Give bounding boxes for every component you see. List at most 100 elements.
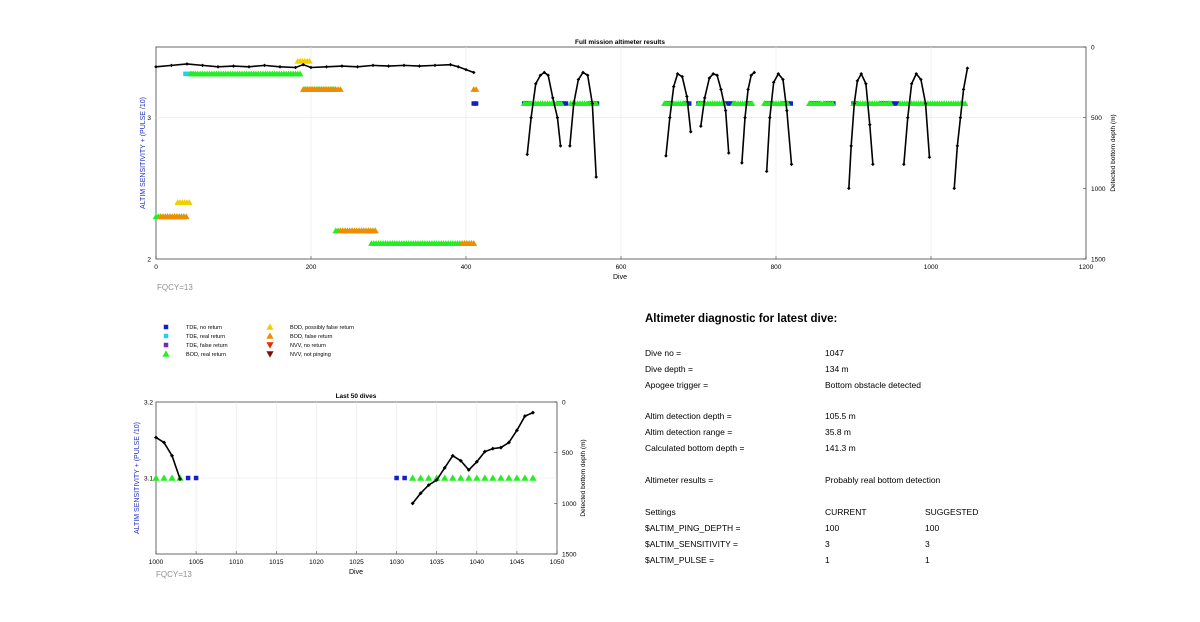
- legend-label: TDE, no return: [186, 325, 222, 331]
- diagnostic-row-apogee-trigger: Apogee trigger = Bottom obstacle detecte…: [645, 380, 1145, 392]
- bottom-chart-xtick-label: 1015: [269, 559, 284, 566]
- diagnostic-value: 141.3 m: [825, 443, 856, 453]
- top-chart-depth-point: [849, 144, 853, 148]
- top-chart-depth-point: [448, 62, 453, 67]
- top-chart-depth-point: [859, 72, 864, 76]
- top-chart-depth-point: [965, 66, 970, 70]
- legend-label: BOD, real return: [186, 352, 226, 358]
- bottom-chart-xtick-label: 1010: [229, 559, 244, 566]
- top-chart-depth-point: [355, 64, 360, 69]
- bottom-chart-xtick-label: 1045: [510, 559, 525, 566]
- top-chart-depth-point: [958, 115, 963, 120]
- legend-label: NVV, not pinging: [290, 352, 331, 358]
- top-chart-marker: [185, 71, 191, 77]
- top-chart-depth-point: [764, 169, 769, 174]
- bottom-chart-depth-line: [412, 411, 534, 504]
- top-chart-depth-point: [715, 73, 719, 78]
- top-chart-depth-point: [169, 63, 174, 68]
- legend-label: NVV, no return: [290, 343, 326, 349]
- top-chart-depth-point: [668, 115, 672, 120]
- diagnostic-value: 35.8 m: [825, 427, 851, 437]
- diagnostic-row-altim-detection-depth: Altim detection depth = 105.5 m: [645, 411, 1145, 423]
- top-chart-depth-point: [923, 101, 928, 106]
- top-chart-marker: [725, 101, 731, 106]
- top-chart-depth-point: [340, 64, 344, 68]
- top-chart-marker: [306, 57, 313, 64]
- bottom-chart-depth-point: [506, 440, 511, 445]
- legend-swatch: [266, 323, 274, 330]
- legend-swatch: [266, 351, 274, 358]
- diagnostic-value: 134 m: [825, 364, 849, 374]
- top-chart-ytick-right-label: 1000: [1091, 186, 1106, 193]
- settings-header: Settings: [645, 507, 676, 517]
- top-chart-marker: [471, 101, 476, 106]
- bottom-chart-bod-marker: [505, 474, 513, 481]
- top-chart-marker: [561, 101, 566, 106]
- top-chart-ytick-left-label: 3: [147, 115, 151, 122]
- bottom-chart-ytick-right-label: 1000: [562, 501, 577, 508]
- bottom-chart-ytick-left-label: 3.2: [144, 400, 153, 407]
- top-chart-depth-point: [785, 108, 789, 113]
- diagnostic-label: Calculated bottom depth =: [645, 443, 745, 453]
- top-chart-ytick-right-label: 0: [1091, 45, 1095, 52]
- bottom-chart-bod-marker: [449, 474, 457, 481]
- bottom-chart-depth-point: [162, 440, 167, 445]
- top-chart-depth-point: [581, 70, 585, 75]
- top-chart-depth-point: [309, 65, 313, 70]
- top-chart-depth-point: [664, 154, 668, 158]
- top-chart-xtick-label: 200: [306, 264, 317, 271]
- top-chart-marker: [748, 100, 756, 107]
- top-chart-marker: [728, 101, 733, 106]
- top-chart-depth-point: [789, 162, 794, 167]
- top-chart-marker: [788, 101, 793, 106]
- diagnostic-label: Dive no =: [645, 348, 682, 358]
- diagnostic-label: Apogee trigger =: [645, 380, 709, 390]
- bottom-chart-ylabel-right: Detected bottom depth (m): [580, 439, 587, 516]
- top-chart-depth-point: [542, 70, 547, 75]
- top-chart-depth-point: [456, 64, 461, 69]
- settings-row-pulse: $ALTIM_PULSE = 1 1: [645, 555, 1145, 567]
- diagnostic-title: Altimeter diagnostic for latest dive:: [645, 313, 838, 325]
- top-chart-depth-point: [231, 64, 236, 68]
- diagnostic-value: 1047: [825, 348, 844, 358]
- bottom-chart-depth-point: [410, 501, 415, 506]
- bottom-chart-xtick-label: 1000: [149, 559, 164, 566]
- bottom-chart-tde-marker: [185, 475, 191, 481]
- bottom-chart-xtick-label: 1025: [349, 559, 364, 566]
- bottom-chart-depth-point: [522, 414, 527, 419]
- top-chart-depth-point: [546, 73, 550, 78]
- bottom-chart-tde-marker: [193, 475, 199, 481]
- bottom-chart-tde-marker: [394, 475, 399, 481]
- bottom-chart-depth-point: [434, 478, 439, 483]
- legend-label: BOD, possibly false return: [290, 325, 354, 331]
- top-chart-marker: [961, 100, 969, 107]
- bottom-chart-xtick-label: 1040: [470, 559, 485, 566]
- top-chart-depth-point: [568, 144, 572, 148]
- bottom-chart-bod-marker: [457, 474, 465, 481]
- legend: TDE, no return TDE, real return TDE, false…: [162, 323, 354, 358]
- bottom-chart-bod-marker: [425, 474, 433, 481]
- settings-label: $ALTIM_PING_DEPTH =: [645, 523, 741, 533]
- top-chart-depth-line: [155, 63, 475, 74]
- bottom-chart-bod-marker: [521, 474, 529, 481]
- top-chart-depth-point: [909, 81, 914, 86]
- top-chart-depth-point: [707, 76, 712, 80]
- legend-swatch: [266, 342, 274, 349]
- bottom-chart-depth-point: [514, 428, 519, 433]
- top-chart-ytick-right-label: 500: [1091, 115, 1102, 122]
- top-chart-depth-point: [680, 74, 685, 79]
- diagnostic-value: Probably real bottom detection: [825, 475, 941, 485]
- settings-suggested-value: 100: [925, 523, 940, 533]
- settings-suggested-value: 3: [925, 539, 930, 549]
- bottom-chart-depth-point: [418, 491, 423, 496]
- diagnostic-row-dive-no: Dive no = 1047: [645, 348, 1145, 360]
- diagnostic-label: Altim detection depth =: [645, 411, 732, 421]
- top-chart-marker: [563, 101, 569, 106]
- diagnostic-value: Bottom obstacle detected: [825, 380, 921, 390]
- diagnostic-row-altim-detection-range: Altim detection range = 35.8 m: [645, 427, 1145, 439]
- top-chart-depth-point: [576, 77, 581, 82]
- altimeter-diagnostic-panel: Altimeter diagnostic for latest dive: Di…: [645, 313, 1145, 583]
- top-chart-depth-point: [324, 64, 329, 69]
- legend-label: BOD, false return: [290, 334, 333, 340]
- legend-swatch: [163, 342, 169, 348]
